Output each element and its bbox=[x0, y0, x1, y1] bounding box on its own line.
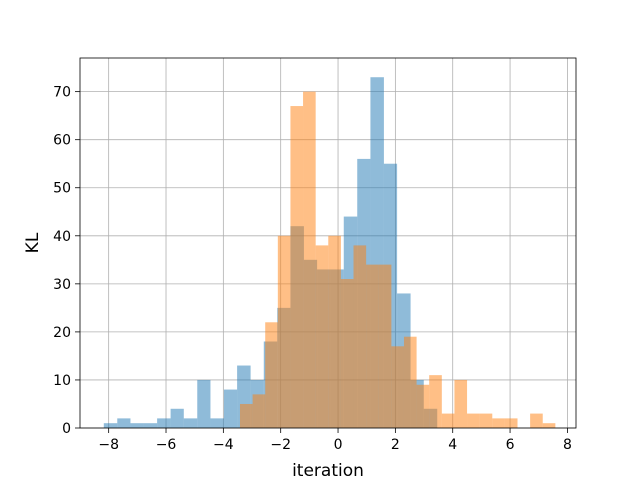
y-tick-label: 50 bbox=[53, 181, 71, 197]
x-axis-ticks: −8 −6 −4 −2 0 2 4 6 8 bbox=[98, 428, 572, 453]
histogram-bar-series-2 bbox=[303, 91, 316, 429]
histogram-bar-series-1 bbox=[197, 379, 211, 428]
y-tick-label: 40 bbox=[53, 229, 71, 245]
histogram-bar-series-2 bbox=[340, 279, 354, 428]
histogram-bar-series-2 bbox=[315, 245, 329, 428]
histogram-bar-series-2 bbox=[416, 384, 430, 428]
x-tick-label: 0 bbox=[334, 437, 343, 453]
y-tick-label: 0 bbox=[62, 421, 71, 437]
histogram-bar-series-1 bbox=[183, 418, 198, 428]
histogram-bar-series-1 bbox=[210, 418, 224, 428]
histogram-bar-series-2 bbox=[492, 418, 505, 428]
histogram-bar-series-2 bbox=[290, 106, 304, 429]
x-tick-label: −4 bbox=[213, 437, 234, 453]
y-axis-ticks: 0 10 20 30 40 50 60 70 bbox=[53, 85, 80, 437]
histogram-bars bbox=[103, 77, 556, 429]
histogram-bar-series-2 bbox=[429, 375, 442, 428]
x-tick-label: 6 bbox=[506, 437, 515, 453]
x-tick-label: −8 bbox=[98, 437, 119, 453]
x-tick-label: 2 bbox=[391, 437, 400, 453]
y-tick-label: 20 bbox=[53, 325, 71, 341]
histogram-bar-series-2 bbox=[328, 235, 341, 428]
x-axis-label: iteration bbox=[292, 461, 364, 480]
histogram-bar-series-2 bbox=[454, 379, 468, 428]
histogram-bar-series-2 bbox=[366, 264, 379, 428]
y-tick-label: 60 bbox=[53, 133, 71, 149]
histogram-bar-series-1 bbox=[130, 423, 144, 428]
histogram-bar-series-2 bbox=[239, 403, 253, 428]
histogram-bar-series-1 bbox=[170, 408, 184, 428]
y-tick-label: 70 bbox=[53, 85, 71, 101]
y-axis-label: KL bbox=[23, 232, 43, 253]
histogram-bar-series-1 bbox=[223, 389, 238, 428]
plot-frame bbox=[79, 57, 577, 429]
y-tick-label: 10 bbox=[53, 373, 71, 389]
histogram-bar-series-2 bbox=[530, 413, 543, 428]
histogram-bar-series-1 bbox=[143, 423, 158, 428]
histogram-bar-series-1 bbox=[117, 418, 131, 428]
histogram-bar-series-2 bbox=[378, 264, 392, 428]
histogram-bar-series-2 bbox=[265, 322, 278, 428]
histogram-bar-series-2 bbox=[441, 413, 455, 428]
histogram-bar-series-2 bbox=[542, 423, 556, 428]
histogram-bar-series-2 bbox=[277, 235, 291, 428]
histogram-bar-series-2 bbox=[479, 413, 493, 428]
histogram-bar-series-2 bbox=[353, 245, 367, 428]
x-tick-label: 4 bbox=[448, 437, 457, 453]
histogram-bar-series-2 bbox=[391, 346, 404, 428]
x-tick-label: −6 bbox=[156, 437, 177, 453]
histogram-bar-series-2 bbox=[467, 413, 480, 428]
y-tick-label: 30 bbox=[53, 277, 71, 293]
histogram-bar-series-2 bbox=[252, 394, 266, 428]
x-tick-label: −2 bbox=[270, 437, 291, 453]
x-tick-label: 8 bbox=[563, 437, 572, 453]
histogram-bar-series-1 bbox=[103, 423, 118, 428]
histogram-bar-series-2 bbox=[504, 418, 518, 428]
histogram-bar-series-1 bbox=[157, 418, 171, 428]
histogram-bar-series-2 bbox=[403, 336, 417, 428]
